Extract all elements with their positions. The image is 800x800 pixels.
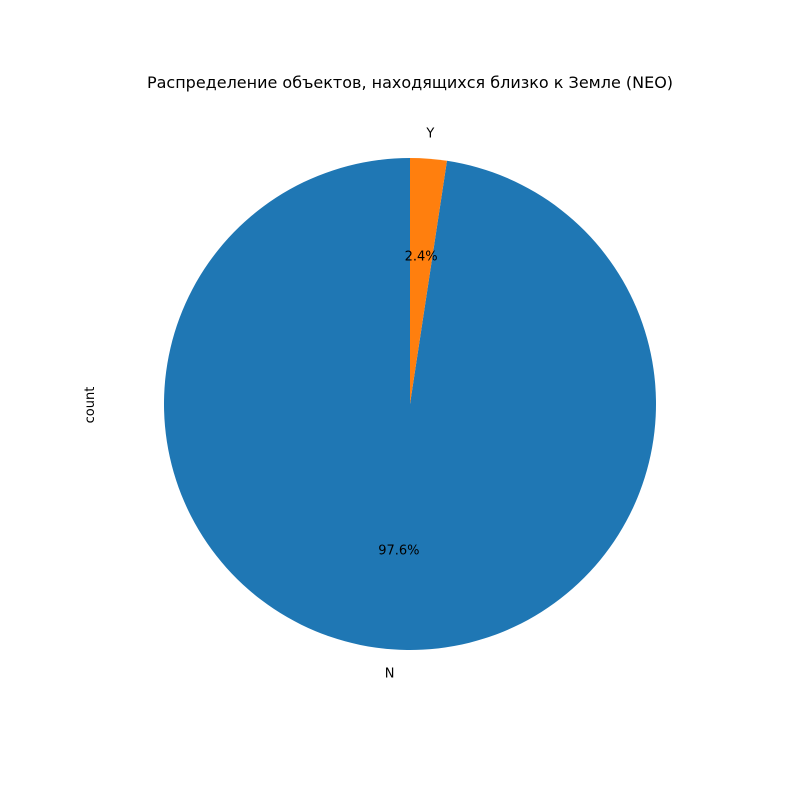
slice-percent-y: 2.4%	[405, 249, 438, 264]
slice-label-n: N	[385, 666, 395, 681]
pie-slice-n	[164, 158, 657, 650]
slice-label-y: Y	[425, 127, 434, 142]
y-axis-label: count	[83, 387, 98, 424]
slice-percent-n: 97.6%	[378, 544, 419, 559]
pie-slice-y	[410, 158, 447, 404]
chart-title: Распределение объектов, находящихся близ…	[147, 73, 673, 92]
pie-slices	[164, 158, 657, 650]
pie-labels: N 97.6% Y 2.4%	[378, 127, 437, 682]
